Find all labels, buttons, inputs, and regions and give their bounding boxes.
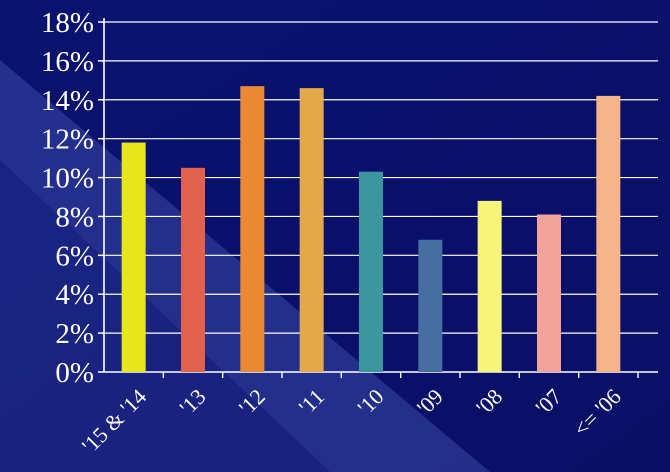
- y-tick-label: 8%: [55, 201, 94, 233]
- y-tick-label: 12%: [41, 124, 94, 156]
- bar: [596, 95, 621, 372]
- bar: [240, 86, 265, 373]
- background-lower-wedge: [0, 160, 330, 472]
- y-tick-label: 6%: [55, 240, 94, 272]
- bar: [121, 142, 146, 372]
- y-tick-label: 2%: [55, 318, 94, 350]
- bar: [299, 88, 324, 372]
- bar: [359, 171, 383, 372]
- y-tick-label: 10%: [41, 163, 94, 195]
- bar: [181, 167, 205, 372]
- bars: [121, 86, 621, 373]
- y-tick-labels: 0% 2% 4% 6% 8% 10% 12% 14% 16% 18%: [41, 7, 94, 389]
- y-tick-label: 14%: [41, 85, 94, 117]
- bar: [477, 200, 502, 372]
- y-tick-label: 0%: [55, 357, 94, 389]
- bar: [418, 239, 443, 372]
- bar: [537, 214, 561, 372]
- y-tick-label: 4%: [55, 279, 94, 311]
- y-tick-label: 16%: [41, 46, 94, 78]
- y-tick-label: 18%: [41, 7, 94, 39]
